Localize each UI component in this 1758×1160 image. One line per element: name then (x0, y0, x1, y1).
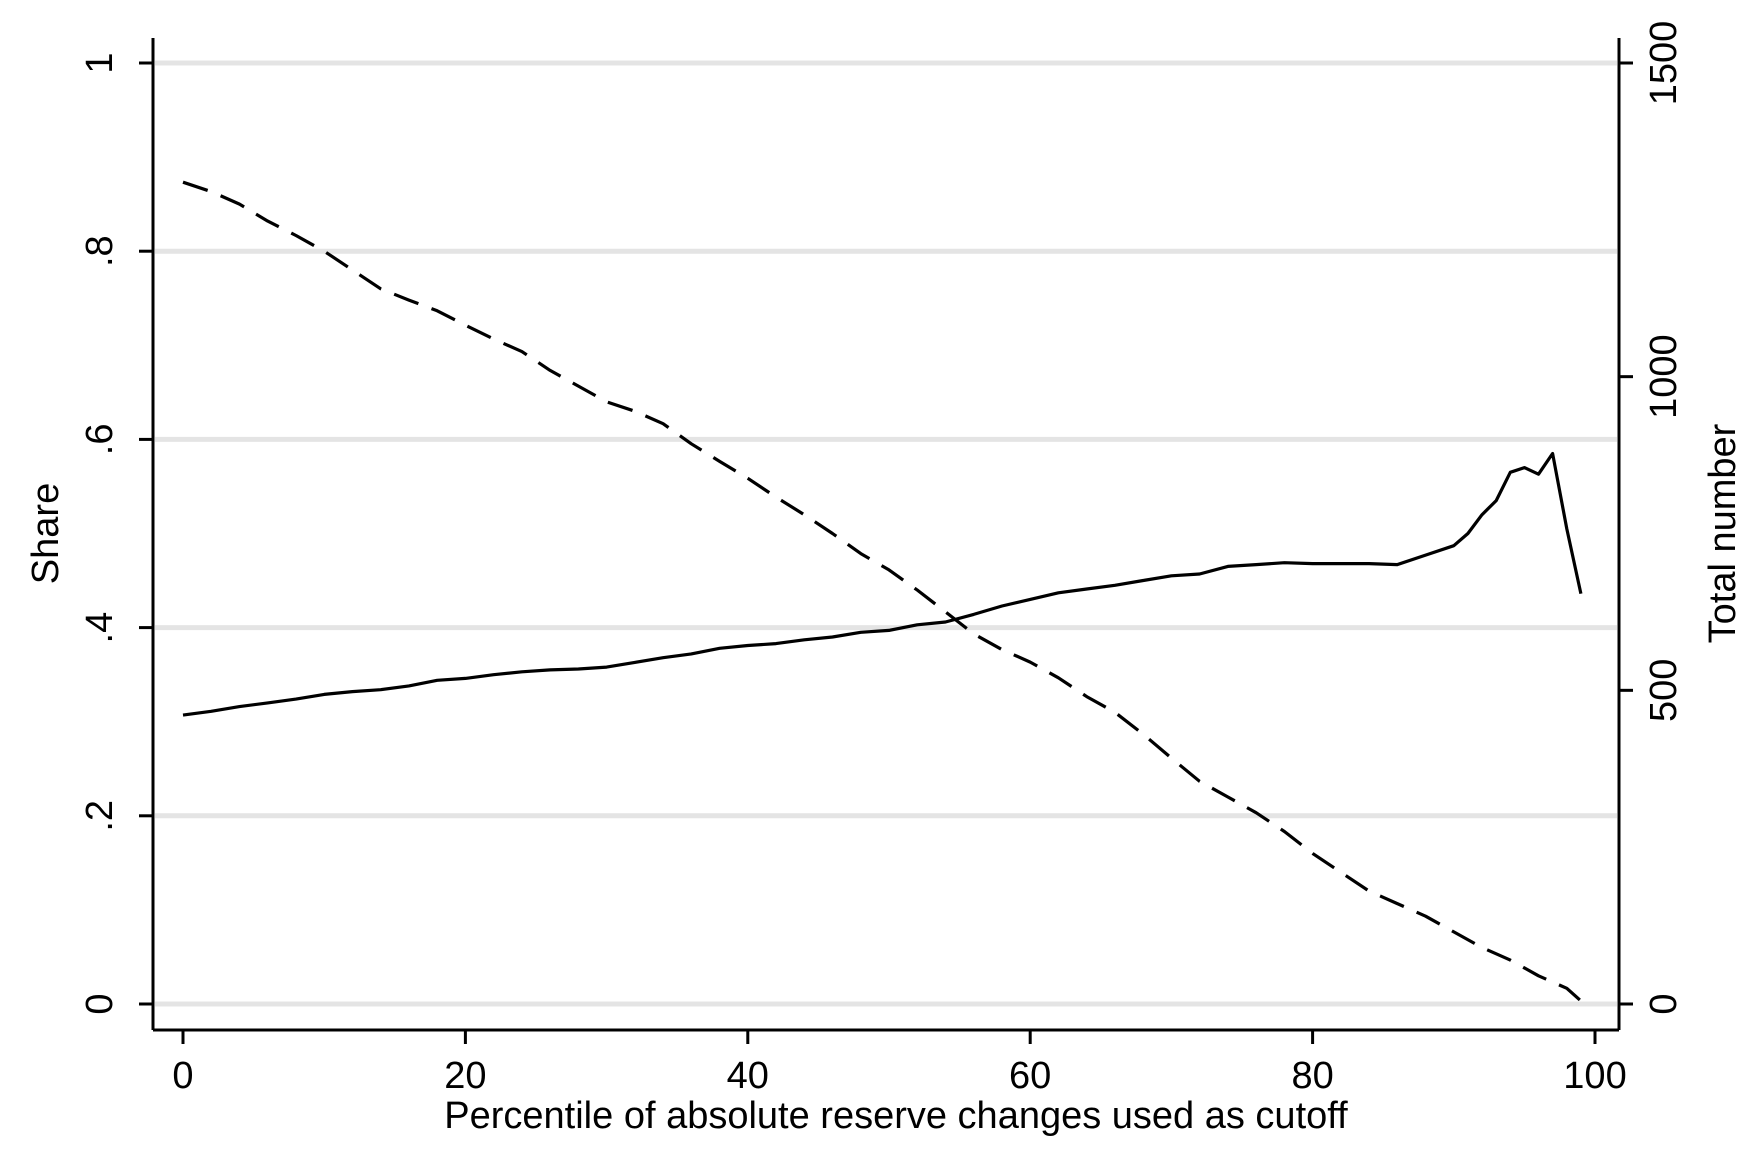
gridlines (155, 60, 1617, 1007)
x-tick-label: 60 (1009, 1055, 1051, 1097)
left-y-axis-title: Share (25, 483, 67, 584)
right-y-tick-label: 1000 (1643, 334, 1685, 419)
series-layer (182, 180, 1583, 1003)
right-y-tick-label: 0 (1643, 993, 1685, 1014)
left-y-tick-label: .8 (79, 235, 121, 267)
x-tick-label: 20 (444, 1055, 486, 1097)
x-tick-label: 80 (1291, 1055, 1333, 1097)
x-tick-label: 0 (172, 1055, 193, 1097)
axes (151, 38, 1621, 1032)
left-y-tick-label: .2 (79, 800, 121, 832)
x-tick-label: 40 (727, 1055, 769, 1097)
total-number-line (182, 180, 1582, 1003)
left-y-tick-label: 1 (79, 52, 121, 73)
share-line (182, 451, 1583, 717)
x-axis-title: Percentile of absolute reserve changes u… (444, 1095, 1348, 1137)
x-tick-label: 100 (1563, 1055, 1626, 1097)
left-y-tick-label: 0 (79, 993, 121, 1014)
left-y-tick-label: .6 (79, 424, 121, 456)
right-y-tick-label: 1500 (1643, 21, 1685, 106)
left-y-tick-label: .4 (79, 612, 121, 644)
right-y-tick-label: 500 (1643, 659, 1685, 722)
right-y-axis-title: Total number (1702, 423, 1744, 643)
